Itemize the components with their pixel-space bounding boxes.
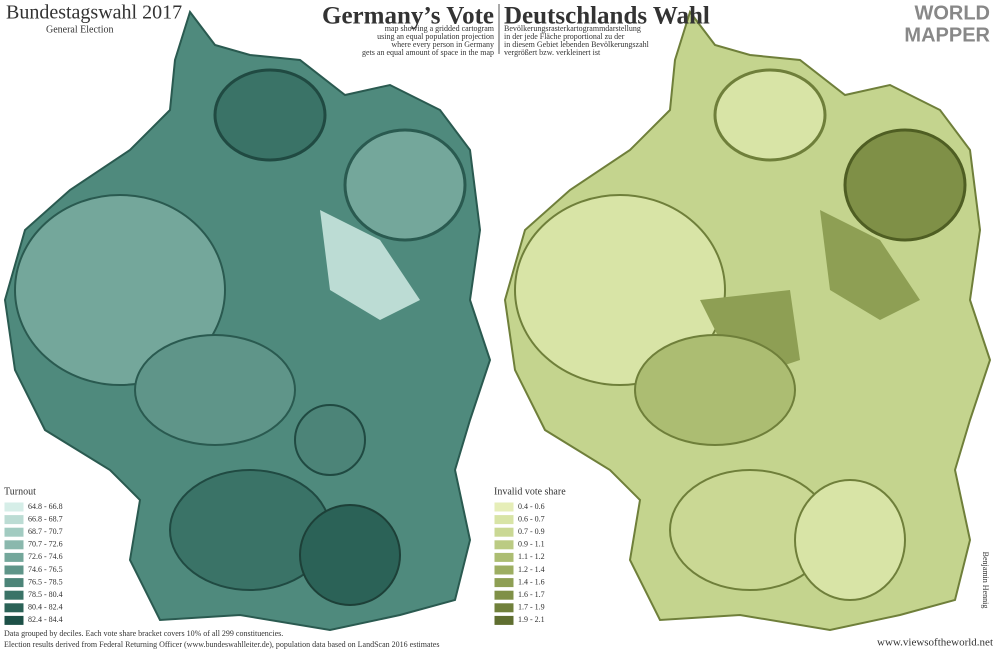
- legend-swatch: [493, 602, 515, 614]
- legend-swatch: [3, 501, 25, 513]
- legend-label: 72.6 - 74.6: [28, 552, 63, 561]
- map-region: [343, 128, 467, 242]
- legend-label: 0.7 - 0.9: [518, 527, 545, 536]
- map-region: [634, 334, 796, 446]
- legend-label: 64.8 - 66.8: [28, 502, 63, 511]
- legend-label: 80.4 - 82.4: [28, 603, 63, 612]
- footer-url: www.viewsoftheworld.net: [877, 637, 993, 649]
- legend-swatch: [3, 577, 25, 589]
- legend-label: 1.7 - 1.9: [518, 603, 545, 612]
- legend-label: 1.6 - 1.7: [518, 590, 545, 599]
- legend-swatch: [3, 514, 25, 526]
- map-region: [514, 194, 726, 386]
- legend-label: 74.6 - 76.5: [28, 565, 63, 574]
- description-en: using an equal population projection: [377, 32, 494, 41]
- legend-swatch: [493, 526, 515, 538]
- description-de: vergrößert bzw. verkleinert ist: [504, 48, 601, 57]
- legend-swatch: [493, 501, 515, 513]
- footer-note: Data grouped by deciles. Each vote share…: [4, 629, 283, 638]
- legend-swatch: [493, 514, 515, 526]
- legend-swatch: [3, 602, 25, 614]
- description-de: in der jede Fläche proportional zu der: [504, 32, 625, 41]
- legend-title: Turnout: [4, 486, 36, 497]
- description-en: where every person in Germany: [391, 40, 494, 49]
- legend-swatch: [3, 526, 25, 538]
- legend-swatch: [493, 539, 515, 551]
- map-region: [299, 504, 401, 606]
- legend-label: 76.5 - 78.5: [28, 577, 63, 586]
- legend-swatch: [493, 614, 515, 626]
- footer-note: Election results derived from Federal Re…: [4, 640, 439, 649]
- description-de: in diesem Gebiet lebenden Bevölkerungsza…: [504, 40, 650, 49]
- legend-swatch: [493, 577, 515, 589]
- legend-label: 0.6 - 0.7: [518, 514, 545, 523]
- legend-label: 1.2 - 1.4: [518, 565, 545, 574]
- legend-label: 0.9 - 1.1: [518, 540, 545, 549]
- legend-swatch: [493, 564, 515, 576]
- credit: Benjamin Hennig: [981, 552, 990, 609]
- legend-label: 78.5 - 80.4: [28, 590, 63, 599]
- legend-swatch: [3, 564, 25, 576]
- legends: Turnout 64.8 - 66.8 66.8 - 68.7 68.7 - 70.7…: [3, 486, 566, 626]
- map-region: [213, 68, 327, 162]
- title-en: Germany’s Vote: [322, 3, 494, 30]
- legend-label: 70.7 - 72.6: [28, 540, 63, 549]
- description-en: gets an equal amount of space in the map: [362, 48, 494, 57]
- legend-label: 1.9 - 2.1: [518, 615, 545, 624]
- legend-swatch: [3, 551, 25, 563]
- map-region: [820, 210, 920, 320]
- legend-label: 1.1 - 1.2: [518, 552, 545, 561]
- title-left: Bundestagswahl 2017: [6, 2, 182, 24]
- legend-swatch: [3, 614, 25, 626]
- legend-label: 0.4 - 0.6: [518, 502, 545, 511]
- legend-title: Invalid vote share: [494, 486, 566, 497]
- legend-label: 1.4 - 1.6: [518, 577, 545, 586]
- map-region: [14, 194, 226, 386]
- map-region: [294, 404, 366, 476]
- map-region: [794, 479, 906, 601]
- legend-swatch: [493, 589, 515, 601]
- legend-swatch: [493, 551, 515, 563]
- legend-swatch: [3, 589, 25, 601]
- map-region: [713, 68, 827, 162]
- title-de: Deutschlands Wahl: [504, 3, 710, 30]
- map-region: [134, 334, 296, 446]
- logo-line: MAPPER: [904, 24, 990, 46]
- legend-swatch: [3, 539, 25, 551]
- turnout-map: [4, 11, 491, 631]
- legend-label: 82.4 - 84.4: [28, 615, 63, 624]
- subtitle-left: General Election: [46, 24, 113, 35]
- logo-line: WORLD: [914, 2, 990, 24]
- invalid-map: [504, 11, 991, 631]
- map-region: [843, 128, 967, 242]
- map-region: [320, 210, 420, 320]
- legend-label: 66.8 - 68.7: [28, 514, 63, 523]
- description-de: Bevölkerungsrasterkartogrammdarstellung: [504, 24, 641, 33]
- legend-label: 68.7 - 70.7: [28, 527, 63, 536]
- description-en: map showing a gridded cartogram: [385, 24, 495, 33]
